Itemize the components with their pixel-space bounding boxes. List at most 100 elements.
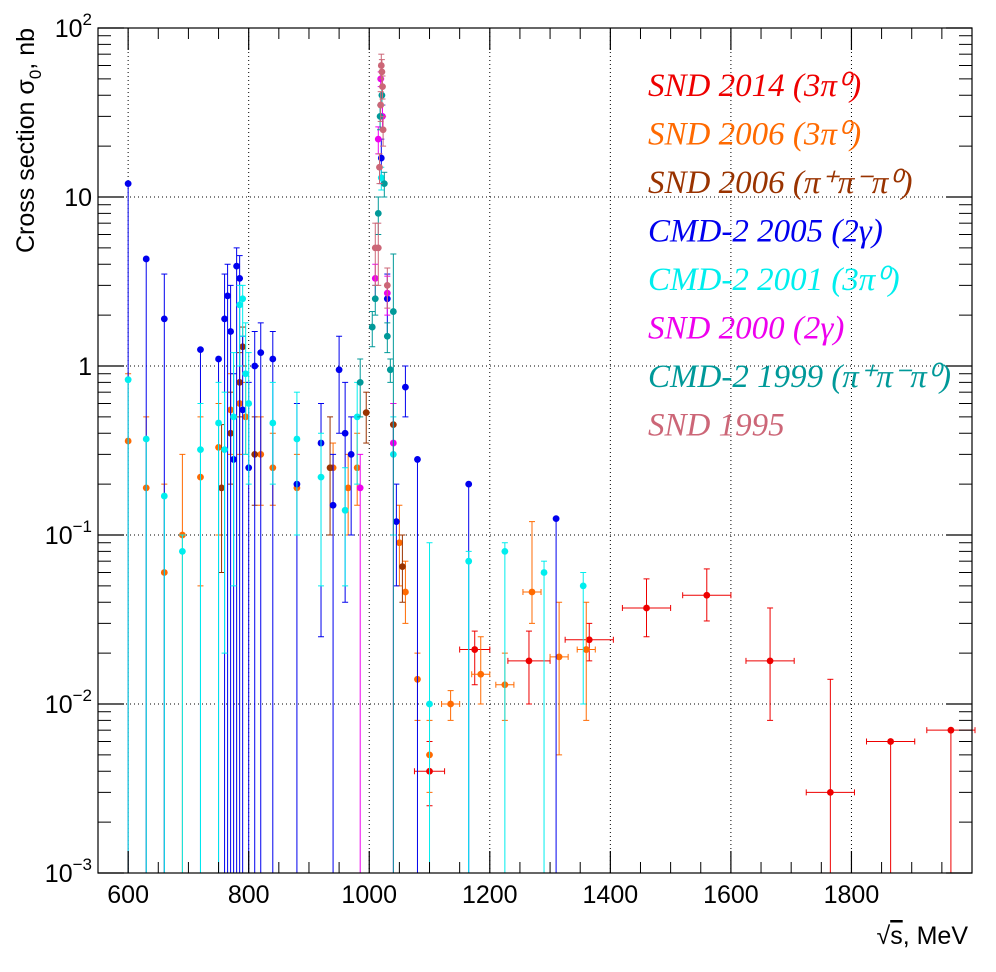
data-point xyxy=(398,563,406,571)
legend-entry: CMD-2 2001 (3π⁰) xyxy=(648,262,900,298)
data-point xyxy=(383,332,391,340)
data-point xyxy=(236,274,244,282)
data-point xyxy=(374,209,382,217)
y-tick-label: 102 xyxy=(55,10,92,43)
data-point xyxy=(224,292,231,300)
data-point xyxy=(826,788,834,796)
data-point xyxy=(501,547,509,555)
x-axis-title-root: √ xyxy=(876,922,890,950)
data-point xyxy=(555,653,563,661)
x-axis-title-variable: s xyxy=(890,922,903,950)
x-tick-label: 600 xyxy=(107,881,149,909)
data-point xyxy=(257,349,265,357)
legend: SND 2014 (3π⁰) SND 2006 (3π⁰) SND 2006 (π⁺… xyxy=(648,68,951,444)
data-point xyxy=(465,557,473,565)
series-6 xyxy=(356,86,397,873)
data-point xyxy=(395,539,403,547)
data-point xyxy=(341,429,349,437)
x-tick-label: 1800 xyxy=(824,881,880,909)
data-point xyxy=(344,484,352,492)
data-point xyxy=(376,163,383,171)
data-point xyxy=(379,126,387,134)
data-point xyxy=(215,355,222,363)
data-point xyxy=(471,646,479,653)
data-point xyxy=(239,406,247,414)
x-tick-label: 1200 xyxy=(462,881,518,909)
axis-ticks: 600 800 1000 1200 1400 1600 180010−310−210−111… xyxy=(45,10,972,909)
data-point xyxy=(356,378,364,386)
legend-entry: SND 1995 xyxy=(648,408,785,444)
data-point xyxy=(377,154,385,162)
data-point xyxy=(528,588,536,596)
data-point xyxy=(376,112,384,120)
y-tick-label: 10−1 xyxy=(45,517,92,550)
data-point xyxy=(356,484,364,492)
data-point xyxy=(341,506,349,514)
y-axis-title: Cross section σ0, nb xyxy=(12,28,45,253)
legend-entry: SND 2006 (π⁺π⁻π⁰) xyxy=(648,165,912,201)
data-point xyxy=(525,657,533,665)
data-points xyxy=(124,53,976,873)
legend-entry: CMD-2 1999 (π⁺π⁻π⁰) xyxy=(648,359,951,395)
y-tick-base: 10 xyxy=(64,184,92,212)
data-point xyxy=(386,366,394,374)
x-axis-title-unit: , MeV xyxy=(903,922,969,950)
data-point xyxy=(703,591,711,599)
y-tick-label: 1 xyxy=(78,353,92,381)
series-4 xyxy=(124,166,587,873)
data-point xyxy=(579,582,587,590)
data-point xyxy=(329,501,337,509)
data-point xyxy=(230,413,238,421)
data-point xyxy=(389,308,397,315)
data-point xyxy=(124,376,132,384)
y-tick-exponent: −3 xyxy=(73,855,92,874)
data-point xyxy=(378,68,386,76)
y-tick-base: 10 xyxy=(55,15,83,43)
data-point xyxy=(242,370,250,378)
series-7 xyxy=(371,53,391,309)
data-point xyxy=(374,135,382,143)
data-point xyxy=(251,362,259,370)
data-point xyxy=(552,515,560,523)
y-tick-base: 10 xyxy=(45,522,73,550)
data-point xyxy=(477,670,485,678)
y-tick-exponent: −2 xyxy=(73,686,92,705)
data-point xyxy=(377,174,385,182)
data-point xyxy=(326,464,334,472)
data-point xyxy=(585,636,593,644)
x-tick-label: 1000 xyxy=(341,881,397,909)
data-point xyxy=(368,323,376,331)
y-tick-exponent: −1 xyxy=(73,517,92,536)
legend-entry: SND 2006 (3π⁰) xyxy=(648,117,861,153)
data-point xyxy=(221,315,228,323)
data-point xyxy=(347,450,355,458)
y-tick-exponent: 2 xyxy=(83,10,92,29)
data-point xyxy=(142,435,150,443)
data-point xyxy=(402,383,409,391)
data-point xyxy=(379,83,386,91)
data-point xyxy=(233,262,241,270)
y-tick-label: 10−2 xyxy=(45,686,92,719)
y-tick-base: 1 xyxy=(78,353,92,381)
data-point xyxy=(124,180,132,188)
y-tick-base: 10 xyxy=(45,860,73,888)
data-point xyxy=(540,569,548,576)
x-tick-label: 1400 xyxy=(583,881,639,909)
data-point xyxy=(377,101,385,109)
y-axis-title-suffix: , nb xyxy=(12,28,40,70)
data-point xyxy=(426,700,433,708)
data-point xyxy=(317,473,325,481)
plot-frame xyxy=(97,27,973,874)
data-point xyxy=(377,62,385,69)
x-tick-label: 800 xyxy=(228,881,270,909)
data-point xyxy=(197,346,204,354)
data-point xyxy=(643,604,650,612)
data-point xyxy=(447,700,455,708)
data-point xyxy=(236,301,244,309)
data-point xyxy=(142,255,150,263)
data-point xyxy=(218,484,225,492)
legend-entry: SND 2014 (3π⁰) xyxy=(648,68,861,104)
data-point xyxy=(335,366,343,374)
data-point xyxy=(353,413,361,421)
